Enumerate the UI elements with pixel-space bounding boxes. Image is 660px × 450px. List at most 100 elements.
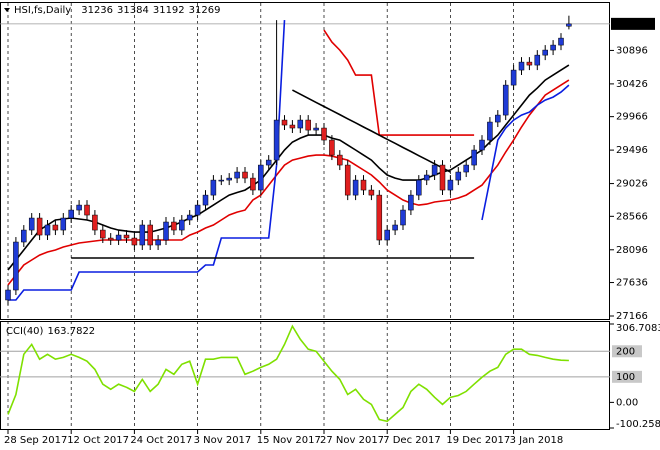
candle-body	[455, 171, 462, 181]
candle-body	[131, 237, 138, 246]
symbol: HSI,fs,Daily	[14, 5, 71, 16]
candle-body	[416, 179, 422, 196]
candle-body	[321, 127, 327, 141]
indicator-name: CCI(40)	[6, 326, 44, 337]
candle-body	[479, 139, 485, 151]
last-open: 31236	[81, 5, 113, 16]
candle-body	[360, 179, 367, 191]
last-low: 31192	[153, 5, 185, 16]
candle-body	[76, 204, 82, 211]
indicator-line	[8, 20, 570, 301]
candle-body	[566, 23, 572, 27]
candle-body	[171, 221, 177, 231]
x-tick-label: 15 Nov 2017	[257, 435, 321, 446]
y-tick-label: -100.258	[616, 419, 660, 430]
candle-body	[408, 194, 414, 211]
candle-body	[265, 159, 272, 166]
candle-body	[376, 194, 383, 241]
indicator-value: 163.7822	[47, 326, 95, 337]
candle-body	[550, 44, 556, 51]
x-tick-label: 27 Nov 2017	[320, 435, 384, 446]
last-close: 31269	[189, 5, 221, 16]
candle-body	[368, 189, 375, 196]
y-tick-label: 30426	[616, 79, 648, 90]
candle-body	[226, 177, 232, 181]
indicator-frame	[0, 321, 610, 430]
candle-body	[21, 229, 27, 243]
candle-body	[234, 171, 240, 179]
candle-body	[68, 209, 74, 219]
candle-body	[518, 61, 525, 71]
candle-body	[100, 229, 106, 239]
y-tick-label: 28566	[616, 211, 648, 222]
x-tick-label: 3 Nov 2017	[194, 435, 252, 446]
candle-body	[13, 241, 19, 291]
candle-body	[471, 149, 477, 166]
candle-body	[344, 164, 351, 196]
y-tick-label: 29496	[616, 145, 648, 156]
candle-body	[163, 221, 169, 241]
candle-body	[147, 224, 153, 246]
candle-body	[139, 224, 146, 246]
candle-body	[558, 37, 564, 46]
candle-body	[84, 204, 90, 216]
header: HSI,fs,Daily 31236 31384 31192 31269	[14, 5, 220, 16]
indicator-line	[7, 79, 570, 286]
main-frame	[0, 2, 610, 320]
x-tick-label: 3 Jan 2018	[510, 435, 564, 446]
level-label: 200	[616, 346, 635, 357]
candle-body	[5, 289, 11, 301]
y-tick-label: 29966	[616, 112, 648, 123]
x-tick-label: 24 Oct 2017	[130, 435, 192, 446]
candle-body	[36, 217, 43, 236]
candle-body	[210, 179, 217, 196]
candle-body	[431, 164, 438, 176]
candle-body	[242, 171, 248, 179]
candle-body	[123, 234, 130, 239]
x-tick-label: 28 Sep 2017	[4, 435, 67, 446]
candle-body	[542, 49, 548, 56]
candle-body	[423, 174, 430, 181]
candle-body	[202, 194, 209, 206]
candle-body	[495, 114, 501, 123]
y-tick-label: 30896	[616, 45, 648, 56]
candle-body	[313, 127, 319, 131]
candle-body	[447, 179, 454, 191]
candle-body	[337, 154, 343, 166]
candle-body	[352, 179, 359, 196]
y-tick-label: 29026	[616, 179, 648, 190]
candle-body	[250, 177, 256, 191]
candle-body	[297, 119, 304, 129]
candle-body	[194, 204, 201, 216]
candle-body	[218, 179, 225, 182]
candle-body	[258, 164, 264, 191]
candle-body	[463, 164, 469, 173]
candle-body	[329, 139, 335, 156]
level-label: 100	[616, 372, 635, 383]
candle-body	[52, 224, 59, 231]
x-tick-label: 12 Oct 2017	[67, 435, 129, 446]
x-tick-label: 19 Dec 2017	[446, 435, 510, 446]
candle-body	[439, 164, 446, 191]
candle-body	[392, 224, 398, 231]
candle-body	[60, 217, 67, 231]
candle-body	[289, 124, 296, 129]
y-tick-label: 306.7083	[616, 323, 660, 334]
collapse-arrow[interactable]	[4, 8, 10, 12]
y-tick-label: 27636	[616, 278, 648, 289]
cci-line	[7, 324, 569, 423]
candle-body	[305, 119, 311, 131]
candle-body	[384, 229, 390, 241]
indicator-line	[292, 89, 451, 173]
level-box	[612, 370, 642, 383]
candle-body	[107, 237, 114, 241]
candle-body	[44, 224, 51, 236]
candle-body	[400, 209, 406, 226]
y-tick-label: 0.00	[616, 397, 638, 408]
candle-body	[179, 219, 185, 231]
candle-body	[155, 239, 161, 246]
indicator-line	[323, 29, 475, 136]
y-tick-label: 28096	[616, 245, 648, 256]
